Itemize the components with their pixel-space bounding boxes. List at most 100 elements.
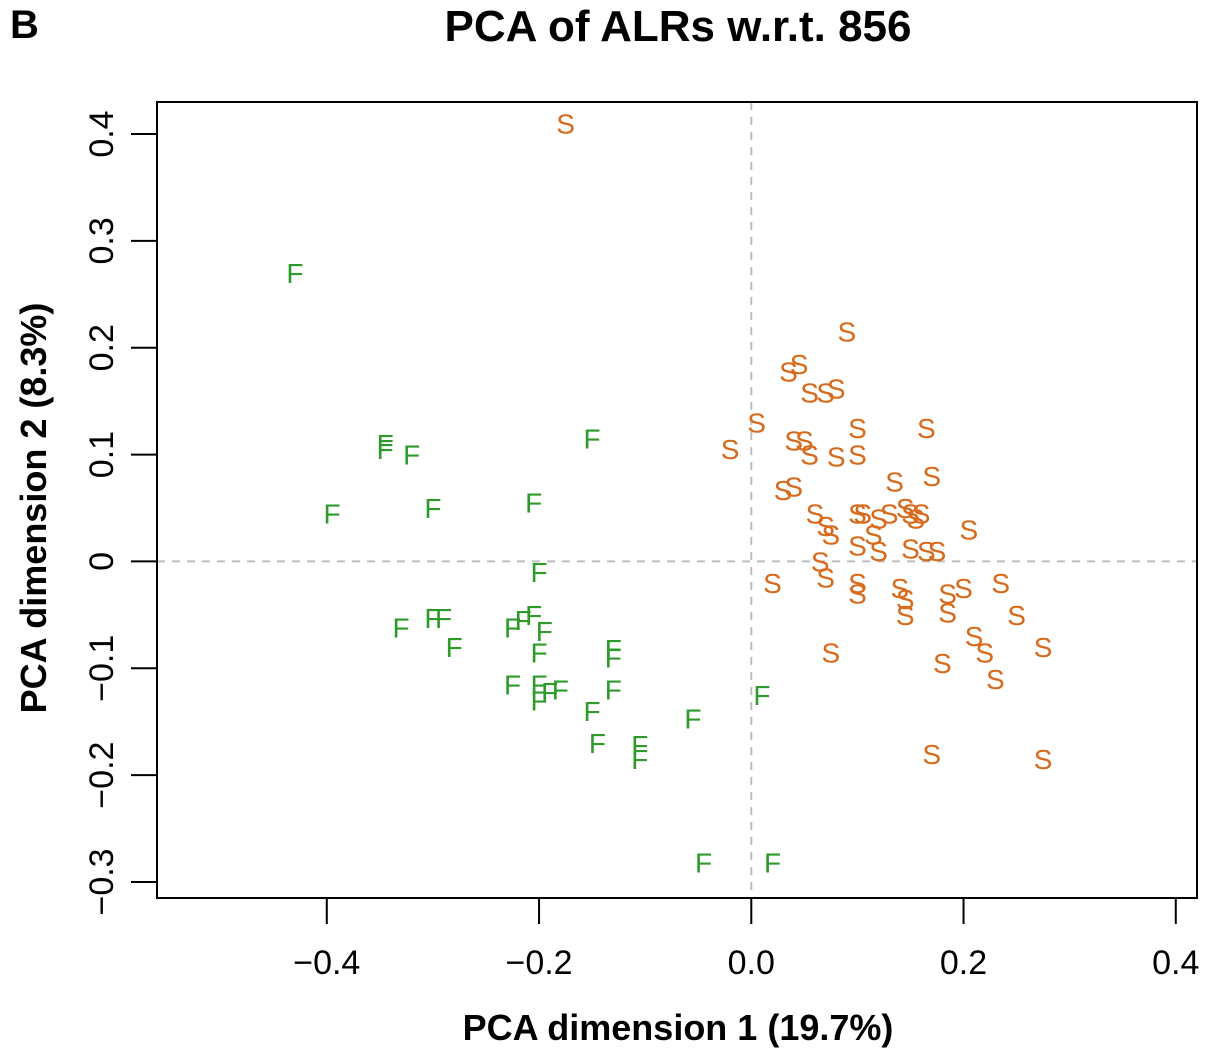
data-point-s: S (848, 578, 867, 609)
data-point-s: S (811, 546, 830, 577)
x-axis: −0.4 −0.2 0.0 0.2 0.4 (293, 897, 1199, 982)
data-point-s: S (1007, 600, 1026, 631)
y-tick-label: 0.4 (83, 110, 121, 157)
data-point-f: F (504, 669, 521, 700)
data-point-s: S (816, 562, 835, 593)
data-point-s: S (885, 466, 904, 497)
data-point-f: F (515, 605, 532, 636)
data-point-s: S (912, 498, 931, 529)
data-point-s: S (896, 493, 915, 524)
data-point-s: S (928, 536, 947, 567)
data-point-f: F (377, 434, 394, 465)
data-point-s: S (774, 475, 793, 506)
data-point-s: S (933, 648, 952, 679)
reference-lines (157, 102, 1197, 898)
data-point-s: S (880, 498, 899, 529)
y-tick-label: −0.2 (83, 742, 121, 809)
data-point-f: F (504, 613, 521, 644)
data-point-f: F (525, 488, 542, 519)
data-point-s: S (853, 498, 872, 529)
x-tick-label: 0.2 (940, 944, 987, 982)
data-point-s: S (938, 598, 957, 629)
data-point-f: F (605, 675, 622, 706)
data-point-f: F (753, 680, 770, 711)
data-point-f: F (393, 613, 410, 644)
data-point-s: S (827, 373, 846, 404)
y-axis-label: PCA dimension 2 (8.3%) (13, 303, 54, 714)
data-point-f: F (403, 440, 420, 471)
data-point-s: S (806, 498, 825, 529)
data-point-s: S (800, 378, 819, 409)
data-point-f: F (631, 744, 648, 775)
data-point-s: S (747, 408, 766, 439)
data-point-s: S (1034, 632, 1053, 663)
data-point-s: S (922, 461, 941, 492)
data-point-s: S (896, 584, 915, 615)
data-point-s: S (816, 378, 835, 409)
data-point-s: S (795, 426, 814, 457)
data-point-s: S (869, 536, 888, 567)
data-point-s: S (784, 426, 803, 457)
data-point-s: S (848, 568, 867, 599)
data-point-s: S (837, 317, 856, 348)
y-tick-label: −0.3 (83, 848, 121, 915)
y-tick-label: 0 (83, 552, 121, 571)
data-point-s: S (965, 621, 984, 652)
data-point-s: S (848, 440, 867, 471)
data-point-f: F (286, 258, 303, 289)
data-point-s: S (906, 504, 925, 535)
data-point-s: S (901, 534, 920, 565)
x-tick-label: −0.4 (293, 944, 360, 982)
data-point-s: S (763, 568, 782, 599)
x-axis-label: PCA dimension 1 (19.7%) (463, 1007, 894, 1048)
y-tick-label: 0.1 (83, 431, 121, 478)
data-point-s: S (938, 578, 957, 609)
data-point-f: F (525, 600, 542, 631)
x-tick-label: 0.4 (1152, 944, 1199, 982)
chart-title: PCA of ALRs w.r.t. 856 (445, 2, 912, 51)
data-point-f: F (424, 603, 441, 634)
data-point-s: S (800, 440, 819, 471)
data-point-s: S (784, 472, 803, 503)
data-point-s: S (917, 413, 936, 444)
data-point-f: F (446, 632, 463, 663)
data-point-s: S (975, 637, 994, 668)
data-point-f: F (377, 429, 394, 460)
data-point-s: S (848, 413, 867, 444)
data-point-f: F (435, 603, 452, 634)
data-point-f: F (324, 498, 341, 529)
data-point-f: F (764, 848, 781, 879)
data-point-s: S (790, 349, 809, 380)
data-point-f: F (424, 493, 441, 524)
data-point-s: S (721, 434, 740, 465)
data-point-f: F (684, 703, 701, 734)
data-point-s: S (816, 511, 835, 542)
y-tick-label: 0.2 (83, 324, 121, 371)
data-point-f: F (530, 557, 547, 588)
x-tick-label: 0.0 (728, 944, 775, 982)
data-point-s: S (848, 498, 867, 529)
data-point-f: F (631, 730, 648, 761)
data-point-s: S (922, 739, 941, 770)
data-point-f: F (584, 696, 601, 727)
data-point-f: F (589, 728, 606, 759)
data-point-f: F (530, 637, 547, 668)
y-tick-label: −0.1 (83, 635, 121, 702)
data-point-s: S (556, 108, 575, 139)
data-point-f: F (552, 675, 569, 706)
data-point-f: F (584, 424, 601, 455)
data-point-s: S (896, 600, 915, 631)
data-point-s: S (779, 356, 798, 387)
panel-label: B (10, 3, 39, 47)
data-point-s: S (901, 498, 920, 529)
y-axis: −0.3 −0.2 −0.1 0 0.1 0.2 0.3 0.4 (83, 110, 158, 916)
x-tick-label: −0.2 (505, 944, 572, 982)
data-point-s: S (991, 568, 1010, 599)
data-point-f: F (530, 685, 547, 716)
data-point-s: S (848, 530, 867, 561)
data-point-s: S (954, 573, 973, 604)
data-point-f: F (536, 616, 553, 647)
data-point-f: F (605, 634, 622, 665)
